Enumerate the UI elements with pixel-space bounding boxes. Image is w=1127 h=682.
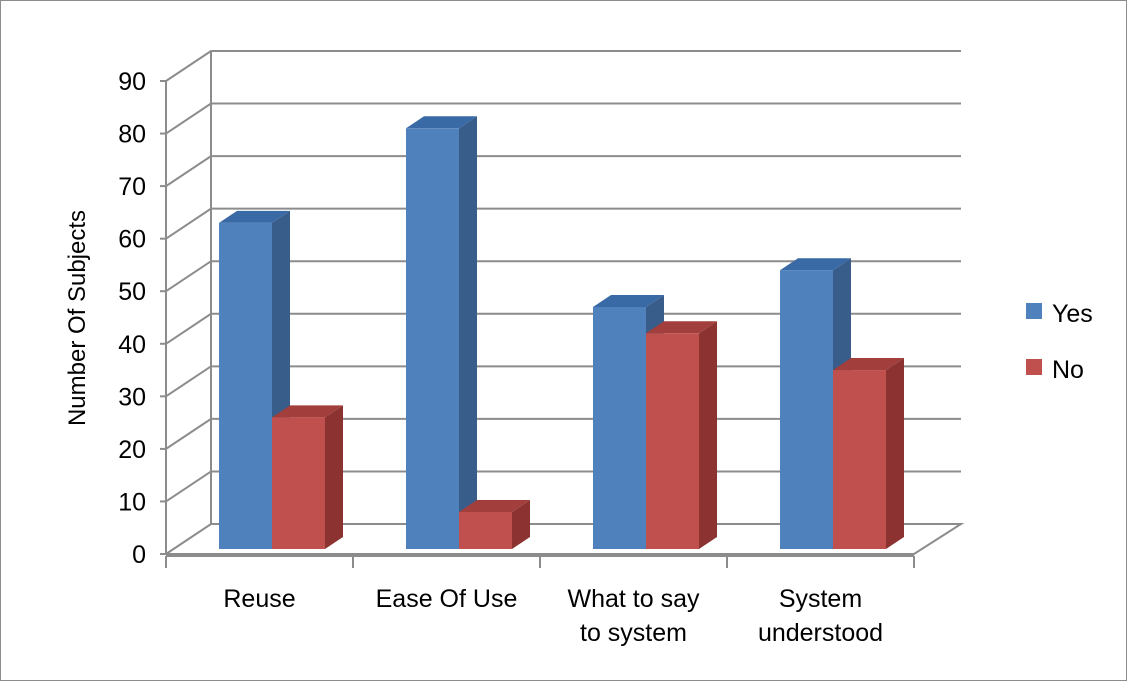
y-tick-label: 70 [118,173,146,201]
x-category-label: System [779,585,862,613]
y-tick-label: 30 [118,383,146,411]
gridline [165,50,961,82]
x-category-label: Reuse [223,585,295,613]
x-category-label: Ease Of Use [376,585,518,613]
legend-label-yes: Yes [1052,300,1093,328]
y-tick-label: 0 [132,541,146,569]
y-tick-label: 50 [118,278,146,306]
y-tick-label: 40 [118,331,146,359]
chart-floor [162,523,965,555]
gridline [165,155,961,187]
axes [160,51,915,568]
labels: 0 10 20 30 40 50 60 70 80 90 Reuse Ease Of Use What … [118,68,883,647]
y-tick-label: 10 [118,488,146,516]
legend-swatch-yes [1026,303,1042,319]
y-tick-label: 80 [118,121,146,149]
x-category-label: to system [580,619,687,647]
y-tick-label: 90 [118,68,146,96]
y-tick-label: 20 [118,436,146,464]
bar-no-3 [833,358,904,549]
y-tick-label: 60 [118,226,146,254]
bar-no-1 [459,499,530,549]
legend-label-no: No [1052,356,1084,384]
bars [219,116,904,550]
bar-no-0 [272,405,343,549]
bar-no-2 [646,321,717,549]
y-axis-title: Number Of Subjects [64,210,91,426]
x-category-label: understood [758,619,883,647]
bar-yes-1 [406,116,477,550]
gridline [165,102,961,135]
legend-swatch-no [1026,359,1042,375]
x-category-label: What to say [568,585,700,613]
legend: Yes No [1026,300,1093,384]
